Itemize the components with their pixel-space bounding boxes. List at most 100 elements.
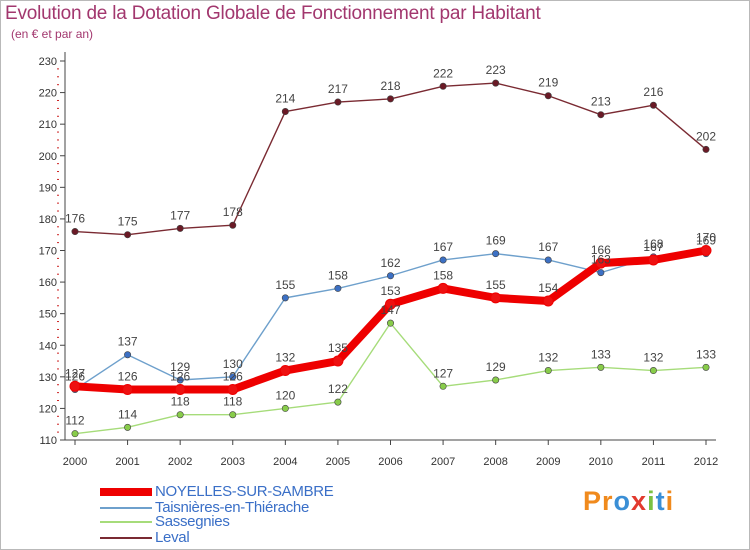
data-point [437,282,449,294]
data-point [229,221,237,229]
data-label: 158 [433,268,453,282]
proxiti-logo: Proxiti [583,486,674,517]
data-label: 217 [328,82,348,96]
data-label: 126 [170,369,190,383]
data-label: 114 [118,407,137,421]
data-label: 163 [591,253,611,267]
data-point [439,82,447,90]
y-tick-label: 230 [39,56,57,68]
data-point [124,231,132,239]
legend-item-sassegnies: Sassegnies [100,514,360,530]
data-point [176,376,184,384]
data-label: 155 [486,278,506,292]
data-label: 222 [433,66,453,80]
data-label: 132 [643,351,663,365]
data-point [439,382,447,390]
data-point [649,101,657,109]
legend-label-leval: Leval [155,529,190,546]
data-point [124,351,132,359]
data-point [544,92,552,100]
data-point [702,145,710,153]
data-label: 132 [538,351,558,365]
logo-letter: r [602,486,614,516]
data-point [385,298,396,310]
y-tick-label: 200 [39,151,57,163]
chart-title: Evolution de la Dotation Globale de Fonc… [5,3,541,24]
legend-label-noyelles: NOYELLES-SUR-SAMBRE [155,483,334,500]
data-label: 137 [118,335,138,349]
data-label: 127 [433,366,453,380]
data-label: 147 [380,303,400,317]
data-label: 213 [591,95,611,109]
data-point [439,256,447,264]
data-label: 219 [538,76,558,90]
y-tick-label: 110 [39,435,57,447]
data-point [597,363,605,371]
data-label: 126 [223,369,243,383]
y-tick-label: 150 [39,309,57,321]
legend-item-noyelles: NOYELLES-SUR-SAMBRE [100,484,360,500]
data-point [229,373,237,381]
data-label: 202 [696,129,716,143]
data-point [334,98,342,106]
data-label: 177 [170,208,190,222]
data-point [702,363,710,371]
logo-letter: i [647,486,656,516]
data-label: 155 [275,278,295,292]
data-point [490,292,502,304]
data-label: 129 [486,360,506,374]
data-label: 153 [380,284,400,298]
data-point [176,224,184,232]
data-label: 214 [275,92,295,106]
data-point [124,423,132,431]
x-tick-label: 2006 [378,456,402,468]
y-tick-label: 170 [39,246,57,258]
logo-letter: i [665,486,675,516]
y-tick-label: 160 [39,277,57,289]
data-label: 122 [328,382,348,396]
legend-item-taisnieres: Taisnières-en-Thiérache [100,500,360,516]
data-label: 168 [643,237,663,251]
data-point [176,411,184,419]
data-point [544,256,552,264]
data-point [544,367,552,375]
x-tick-label: 2010 [589,456,613,468]
data-label: 130 [223,357,243,371]
data-label: 158 [328,268,348,282]
data-label: 169 [696,234,716,248]
data-point [492,376,500,384]
data-point [281,404,289,412]
data-point [229,411,237,419]
y-tick-label: 190 [39,182,57,194]
data-point [122,383,134,395]
data-point [279,365,291,377]
data-label: 216 [643,85,663,99]
legend-swatch-sassegnies [100,521,152,523]
data-label: 167 [643,240,663,254]
data-point [332,355,344,367]
data-label: 178 [223,205,243,219]
data-point [595,257,607,269]
legend-item-leval: Leval [100,530,360,546]
data-point [647,254,659,266]
y-tick-label: 210 [39,119,57,131]
y-tick-label: 220 [39,88,57,100]
data-point [281,108,289,116]
chart-subtitle: (en € et par an) [11,27,94,41]
logo-letter: t [655,486,666,516]
data-label: 129 [170,360,190,374]
data-label: 223 [486,63,506,77]
data-label: 166 [591,243,611,257]
x-tick-label: 2011 [642,456,666,468]
y-tick-label: 180 [39,214,57,226]
x-tick-label: 2000 [63,456,87,468]
data-label: 175 [118,215,138,229]
data-label: 154 [538,281,558,295]
data-point [386,95,394,103]
data-point [386,319,394,327]
data-point [227,383,239,395]
data-label: 127 [65,366,85,380]
x-tick-label: 2012 [694,456,718,468]
data-label: 118 [171,395,190,409]
